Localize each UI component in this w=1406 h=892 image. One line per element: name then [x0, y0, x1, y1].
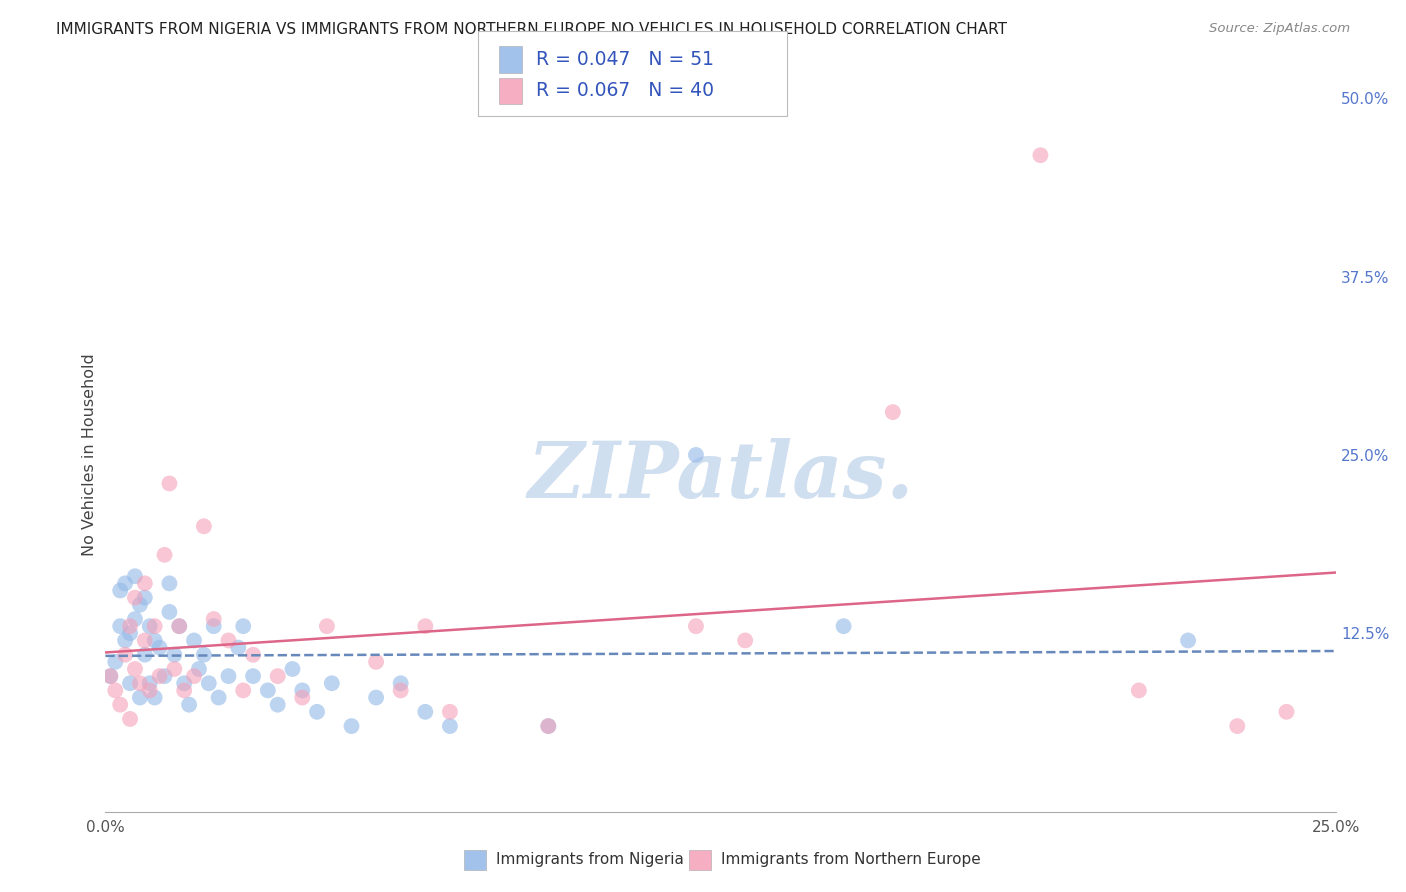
Point: [202, 619, 225, 633]
Point: [193, 648, 215, 662]
Point: [685, 448, 707, 462]
Point: [124, 569, 146, 583]
Point: [104, 655, 127, 669]
Point: [110, 583, 132, 598]
Y-axis label: No Vehicles in Household: No Vehicles in Household: [82, 353, 97, 557]
Point: [134, 576, 156, 591]
Text: IMMIGRANTS FROM NIGERIA VS IMMIGRANTS FROM NORTHERN EUROPE NO VEHICLES IN HOUSEH: IMMIGRANTS FROM NIGERIA VS IMMIGRANTS FR…: [56, 22, 1007, 37]
Point: [242, 669, 264, 683]
Point: [685, 619, 707, 633]
Point: [120, 626, 141, 640]
Point: [882, 405, 904, 419]
Point: [267, 698, 290, 712]
Point: [340, 719, 363, 733]
Point: [179, 698, 201, 712]
Point: [232, 619, 254, 633]
Point: [134, 591, 156, 605]
Point: [110, 698, 132, 712]
Point: [228, 640, 250, 655]
Point: [315, 619, 337, 633]
Point: [232, 683, 254, 698]
Point: [138, 683, 162, 698]
Point: [114, 648, 136, 662]
Point: [129, 598, 152, 612]
Point: [218, 669, 240, 683]
Point: [169, 619, 191, 633]
Point: [163, 648, 186, 662]
Point: [218, 633, 240, 648]
Point: [114, 576, 136, 591]
Point: [389, 683, 412, 698]
Point: [1275, 705, 1298, 719]
Point: [120, 676, 141, 690]
Point: [1226, 719, 1249, 733]
Point: [183, 669, 205, 683]
Point: [193, 519, 215, 533]
Point: [138, 619, 162, 633]
Text: Immigrants from Nigeria: Immigrants from Nigeria: [496, 853, 685, 867]
Point: [202, 612, 225, 626]
Point: [124, 662, 146, 676]
Point: [188, 662, 211, 676]
Point: [169, 619, 191, 633]
Point: [159, 476, 180, 491]
Text: R = 0.047   N = 51: R = 0.047 N = 51: [536, 50, 714, 70]
Point: [110, 619, 132, 633]
Text: ZIPatlas.: ZIPatlas.: [527, 438, 914, 515]
Point: [159, 605, 180, 619]
Point: [98, 669, 122, 683]
Point: [439, 705, 461, 719]
Point: [173, 683, 195, 698]
Point: [366, 690, 388, 705]
Point: [163, 662, 186, 676]
Point: [734, 633, 756, 648]
Point: [134, 633, 156, 648]
Text: Source: ZipAtlas.com: Source: ZipAtlas.com: [1209, 22, 1350, 36]
Point: [1177, 633, 1199, 648]
Point: [1128, 683, 1150, 698]
Point: [173, 676, 195, 690]
Point: [415, 705, 437, 719]
Text: R = 0.067   N = 40: R = 0.067 N = 40: [536, 81, 714, 101]
Point: [257, 683, 280, 698]
Point: [415, 619, 437, 633]
Point: [183, 633, 205, 648]
Point: [124, 591, 146, 605]
Point: [153, 548, 176, 562]
Point: [124, 612, 146, 626]
Point: [114, 633, 136, 648]
Point: [120, 712, 141, 726]
Point: [98, 669, 122, 683]
Point: [149, 669, 172, 683]
Point: [143, 619, 166, 633]
Point: [129, 690, 152, 705]
Point: [208, 690, 231, 705]
Text: Immigrants from Northern Europe: Immigrants from Northern Europe: [721, 853, 981, 867]
Point: [159, 576, 180, 591]
Point: [291, 683, 314, 698]
Point: [291, 690, 314, 705]
Point: [120, 619, 141, 633]
Point: [143, 690, 166, 705]
Point: [267, 669, 290, 683]
Point: [389, 676, 412, 690]
Point: [537, 719, 560, 733]
Point: [153, 669, 176, 683]
Point: [134, 648, 156, 662]
Point: [197, 676, 221, 690]
Point: [439, 719, 461, 733]
Point: [366, 655, 388, 669]
Point: [281, 662, 304, 676]
Point: [537, 719, 560, 733]
Point: [129, 676, 152, 690]
Point: [143, 633, 166, 648]
Point: [307, 705, 329, 719]
Point: [149, 640, 172, 655]
Point: [138, 676, 162, 690]
Point: [242, 648, 264, 662]
Point: [104, 683, 127, 698]
Point: [832, 619, 855, 633]
Point: [1029, 148, 1052, 162]
Point: [321, 676, 343, 690]
